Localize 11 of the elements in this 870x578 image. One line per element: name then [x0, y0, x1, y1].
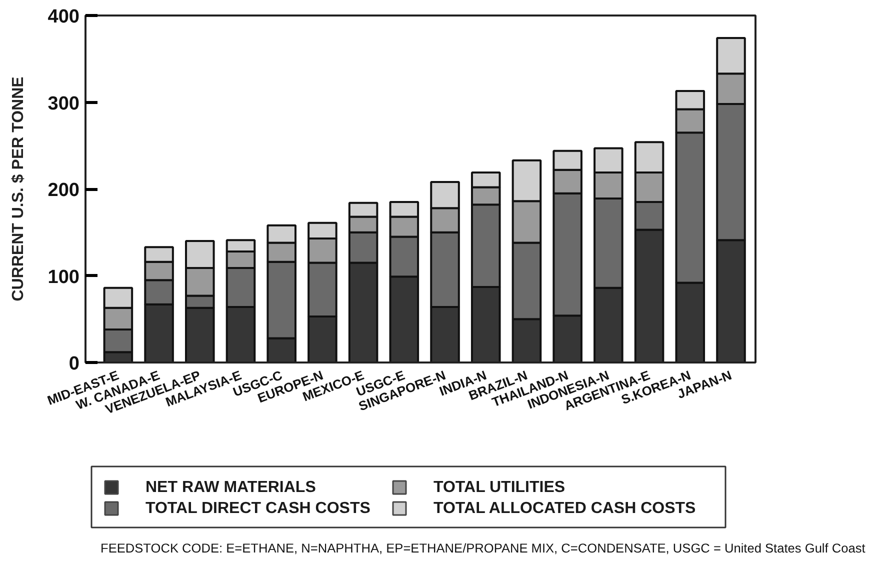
legend-label: TOTAL DIRECT CASH COSTS	[146, 500, 371, 517]
y-tick-label: 100	[48, 266, 80, 288]
text: FEEDSTOCK CODE: E=ETHANE, N=NAPHTHA, EP=ETHANE/PROPANE MIX, C=CONDENSATE, USGC = United States Gulf Coast	[100, 540, 866, 556]
y-tick-label: 400	[48, 6, 80, 28]
y-tick-label: 0	[68, 354, 80, 374]
legend-label: TOTAL ALLOCATED CASH COSTS	[434, 500, 696, 517]
y-tick-label: 200	[48, 180, 80, 201]
legend-label: TOTAL UTILITIES	[434, 479, 566, 496]
y-axis-title: CURRENT U.S. $ PER TONNE	[10, 76, 27, 302]
legend-label: NET RAW MATERIALS	[146, 479, 316, 496]
y-tick-label: 300	[48, 93, 80, 114]
